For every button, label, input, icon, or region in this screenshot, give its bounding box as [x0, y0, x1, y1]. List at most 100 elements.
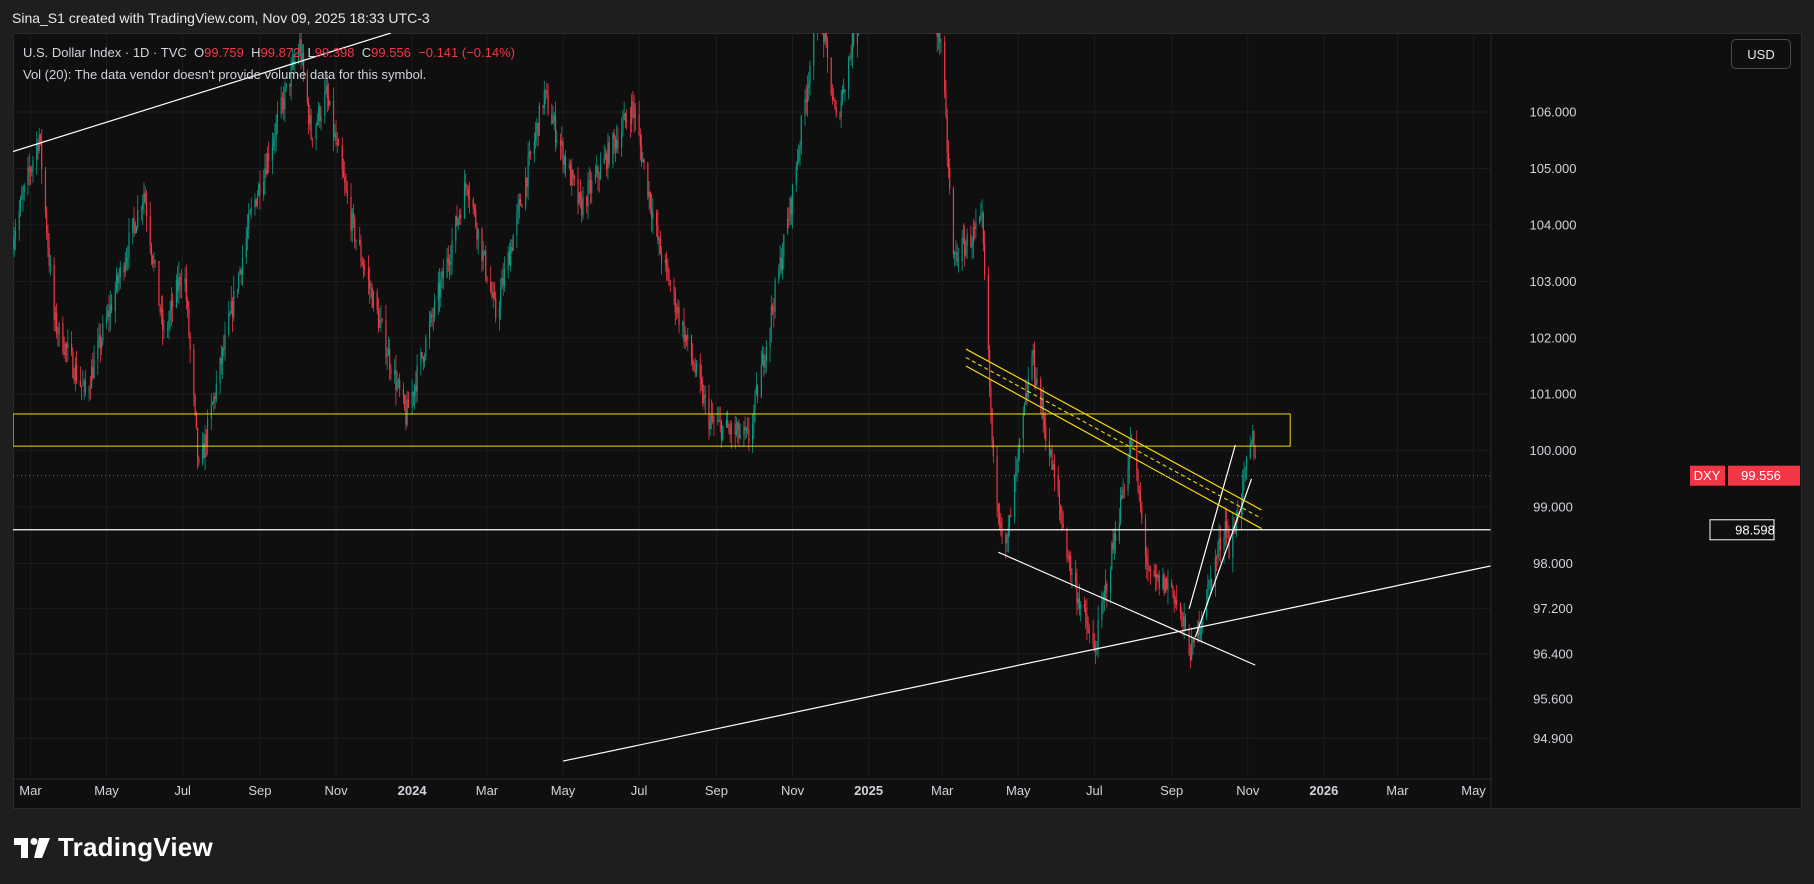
candle-body [369, 279, 371, 289]
candle-body [981, 213, 983, 215]
y-tick-label: 98.000 [1533, 556, 1573, 571]
candle-body [133, 218, 135, 224]
candle-body [1172, 586, 1174, 591]
candle-body [475, 209, 477, 226]
candle-body [1053, 464, 1056, 477]
candle-body [788, 219, 790, 221]
candle-body [361, 261, 363, 266]
x-tick-label: Mar [1386, 783, 1409, 798]
candle-body [786, 219, 789, 235]
candle-body [281, 97, 284, 100]
candle-body [547, 93, 549, 115]
candle-body [719, 419, 721, 422]
candle-body [140, 208, 143, 210]
candle-body [31, 167, 33, 172]
candle-body [386, 355, 388, 358]
candle-body [685, 334, 688, 340]
candle-body [1179, 604, 1182, 613]
candle-body [179, 276, 181, 286]
candle-body [97, 341, 99, 360]
candle-body [543, 90, 545, 108]
candle-body [180, 283, 182, 286]
y-tick-label: 101.000 [1530, 387, 1577, 402]
candle-body [1013, 476, 1016, 518]
candle-body [1077, 598, 1079, 604]
candle-body [525, 177, 527, 208]
candle-body [476, 225, 478, 240]
candle-body [325, 85, 327, 92]
candle-body [964, 238, 966, 256]
candle-body [114, 290, 116, 312]
candle-body [961, 237, 963, 262]
y-tick-label: 100.000 [1530, 443, 1577, 458]
chart-pane[interactable] [13, 33, 1802, 809]
candle-body [46, 211, 48, 234]
candle-body [108, 310, 110, 317]
candle-body [245, 238, 247, 258]
candle-body [1075, 572, 1077, 582]
tradingview-logo[interactable]: TradingView [14, 832, 213, 863]
candle-body [743, 427, 745, 435]
candle-body [844, 89, 846, 93]
candle-body [163, 330, 165, 331]
candle-body [93, 359, 95, 379]
candle-body [673, 286, 675, 292]
last-price-label: 99.556 [1741, 468, 1781, 483]
candle-body [423, 356, 426, 362]
candle-body [840, 101, 842, 117]
candle-body [1192, 638, 1194, 643]
price-chart[interactable]: 94.900 95.600 96.400 97.200 98.000 99.000 100.… [13, 33, 1802, 809]
candle-body [448, 262, 451, 265]
candle-body [49, 265, 52, 266]
candle-body [241, 257, 244, 275]
candle-body [446, 257, 448, 278]
candle-body [1162, 575, 1164, 589]
candle-body [492, 292, 494, 298]
candle-body [298, 51, 300, 61]
candle-body [455, 216, 457, 242]
candle-body [1252, 430, 1254, 444]
candle-body [493, 292, 496, 299]
x-tick-label: Mar [931, 783, 954, 798]
candle-body [1016, 459, 1018, 472]
candle-body [56, 312, 58, 334]
candle-body [73, 377, 75, 381]
candle-body [483, 251, 486, 252]
candle-body [972, 227, 974, 244]
candle-body [830, 57, 832, 95]
candle-body [158, 261, 160, 306]
x-tick-label: Nov [1236, 783, 1260, 798]
candle-body [642, 159, 644, 163]
candle-body [1052, 464, 1054, 470]
candle-body [770, 306, 772, 328]
x-tick-label: Jul [631, 783, 648, 798]
candle-body [1096, 650, 1098, 652]
candle-body [1250, 443, 1253, 445]
candle-body [342, 169, 345, 177]
candle-body [1032, 349, 1034, 357]
candle-body [1031, 356, 1033, 380]
candle-body [773, 309, 775, 312]
candle-body [185, 278, 187, 301]
candle-body [652, 212, 654, 219]
candle-body [695, 363, 698, 373]
candle-body [763, 353, 765, 368]
candle-body [178, 276, 180, 292]
candle-body [67, 343, 69, 348]
candle-body [702, 384, 704, 404]
candle-body [1050, 449, 1052, 456]
candle-body [824, 33, 826, 43]
y-tick-label: 102.000 [1530, 330, 1577, 345]
candle-body [390, 368, 392, 374]
candle-body [359, 239, 361, 245]
candle-body [533, 140, 535, 155]
candle-body [415, 385, 417, 392]
candle-body [414, 385, 416, 397]
candle-body [172, 300, 174, 308]
candle-body [512, 235, 514, 251]
currency-button[interactable]: USD [1731, 39, 1791, 69]
candle-body [577, 178, 579, 204]
candle-body [345, 182, 347, 190]
candle-body [215, 383, 217, 400]
candle-body [1198, 621, 1200, 636]
